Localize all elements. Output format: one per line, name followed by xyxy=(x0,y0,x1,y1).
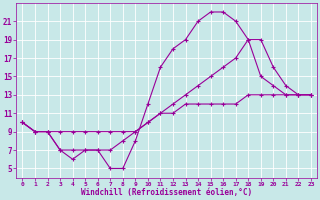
X-axis label: Windchill (Refroidissement éolien,°C): Windchill (Refroidissement éolien,°C) xyxy=(81,188,252,197)
